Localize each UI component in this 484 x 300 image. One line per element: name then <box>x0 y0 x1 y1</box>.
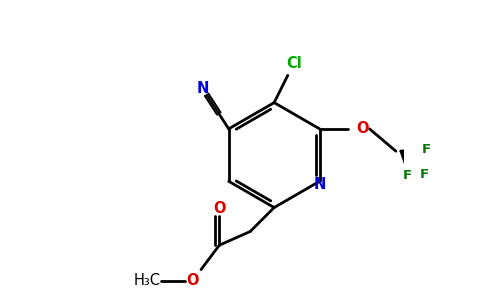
Text: N: N <box>197 81 209 96</box>
Text: N: N <box>314 176 326 191</box>
Text: O: O <box>186 273 199 288</box>
Text: F: F <box>420 168 429 181</box>
Text: O: O <box>357 121 369 136</box>
Text: O: O <box>213 202 226 217</box>
Text: F: F <box>403 169 411 182</box>
Text: Cl: Cl <box>286 56 302 70</box>
Text: H₃C: H₃C <box>134 273 161 288</box>
Text: F: F <box>422 143 431 156</box>
